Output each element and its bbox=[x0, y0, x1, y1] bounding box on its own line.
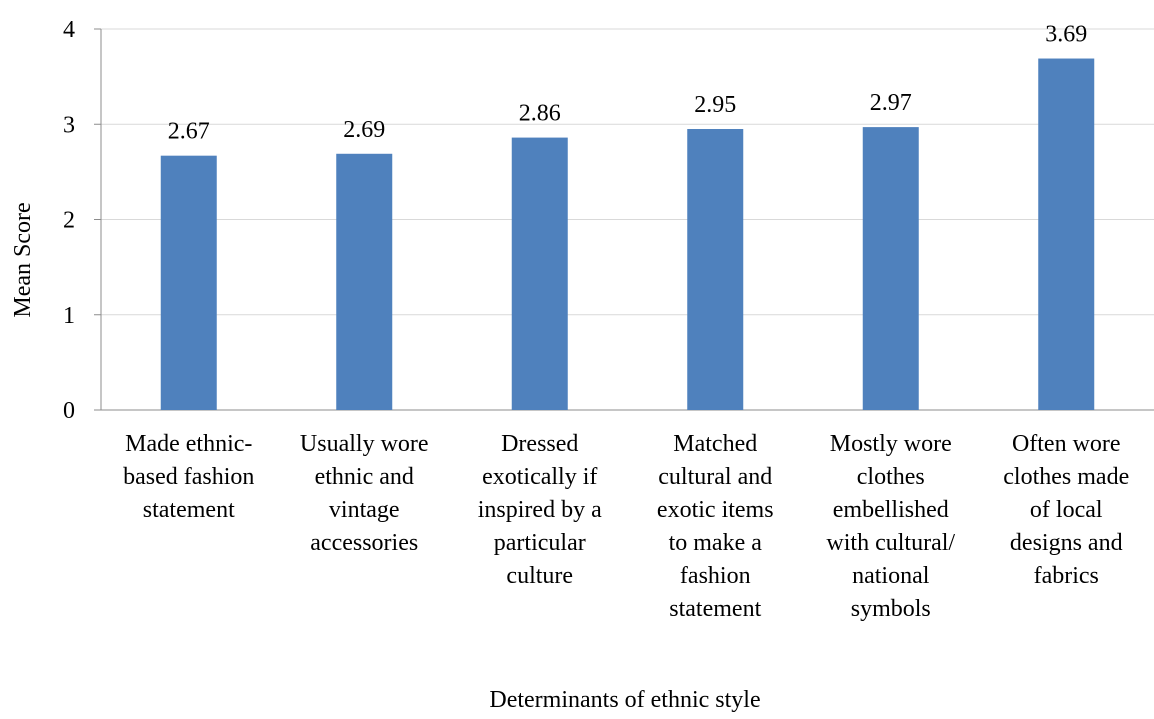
category-label-line: inspired by a bbox=[478, 497, 602, 523]
category-label-line: Dressed bbox=[501, 431, 578, 457]
y-axis-title: Mean Score bbox=[10, 202, 36, 317]
category-label-line: Matched bbox=[673, 431, 757, 457]
category-label-line: Made ethnic- bbox=[125, 431, 252, 457]
category-label-line: statement bbox=[143, 497, 235, 523]
bar-2 bbox=[336, 153, 393, 410]
bar-3 bbox=[511, 137, 568, 410]
y-tick-labels: 0 1 2 3 4 bbox=[63, 17, 75, 424]
category-label-line: with cultural/ bbox=[826, 530, 955, 556]
bar-1 bbox=[160, 155, 217, 410]
category-label-line: embellished bbox=[833, 497, 949, 523]
bar-4 bbox=[687, 129, 744, 410]
category-label-line: national bbox=[852, 563, 930, 589]
y-tick-label-0: 0 bbox=[63, 398, 75, 424]
bar-5 bbox=[862, 127, 919, 411]
category-label-line: cultural and bbox=[658, 464, 772, 490]
y-tick-label-1: 1 bbox=[63, 303, 75, 329]
category-label-line: fashion bbox=[680, 563, 751, 589]
category-label-line: fabrics bbox=[1034, 563, 1099, 589]
category-label-line: accessories bbox=[310, 530, 418, 556]
bar-value-label-1: 2.67 bbox=[168, 119, 210, 145]
category-labels: Made ethnic-based fashion statement Usuall… bbox=[123, 431, 1129, 622]
data-labels: 2.67 2.69 2.86 2.95 2.97 3.69 bbox=[168, 22, 1088, 145]
category-label-3: Dressed exotically if inspired by a particu… bbox=[478, 431, 602, 589]
bar-6 bbox=[1038, 58, 1095, 411]
y-tick-label-3: 3 bbox=[63, 112, 75, 138]
category-label-line: clothes made bbox=[1003, 464, 1129, 490]
gridlines bbox=[101, 28, 1154, 316]
category-label-line: vintage bbox=[329, 497, 400, 523]
category-label-line: exotically if bbox=[482, 464, 597, 490]
category-label-line: exotic items bbox=[657, 497, 774, 523]
bar-value-label-3: 2.86 bbox=[519, 101, 561, 127]
category-label-1: Made ethnic-based fashion statement bbox=[123, 431, 254, 523]
category-label-line: Usually wore bbox=[300, 431, 429, 457]
category-label-line: clothes bbox=[857, 464, 925, 490]
bar-value-label-6: 3.69 bbox=[1045, 22, 1087, 48]
axes bbox=[94, 28, 1154, 411]
category-label-5: Mostly wore clothes embellished with cultur… bbox=[826, 431, 955, 622]
category-label-line: culture bbox=[506, 563, 573, 589]
category-label-line: ethnic and bbox=[315, 464, 414, 490]
category-label-line: particular bbox=[494, 530, 586, 556]
y-tick-label-2: 2 bbox=[63, 208, 75, 234]
category-label-line: designs and bbox=[1010, 530, 1123, 556]
category-label-line: of local bbox=[1030, 497, 1103, 523]
bar-value-label-2: 2.69 bbox=[343, 117, 385, 143]
bars bbox=[160, 58, 1095, 411]
bar-value-label-4: 2.95 bbox=[694, 92, 736, 118]
x-axis-title: Determinants of ethnic style bbox=[489, 687, 760, 713]
category-label-line: Mostly wore bbox=[830, 431, 952, 457]
category-label-2: Usually wore ethnic and vintage accessories bbox=[300, 431, 429, 556]
category-label-6: Often wore clothes made of local designs an… bbox=[1003, 431, 1129, 589]
category-label-line: Often wore bbox=[1012, 431, 1121, 457]
category-label-line: statement bbox=[669, 596, 761, 622]
category-label-line: symbols bbox=[851, 596, 931, 622]
category-label-4: Matched cultural and exotic items to make a… bbox=[657, 431, 774, 622]
category-label-line: to make a bbox=[669, 530, 763, 556]
category-label-line: based fashion bbox=[123, 464, 254, 490]
y-tick-label-4: 4 bbox=[63, 17, 75, 43]
bar-value-label-5: 2.97 bbox=[870, 90, 912, 116]
